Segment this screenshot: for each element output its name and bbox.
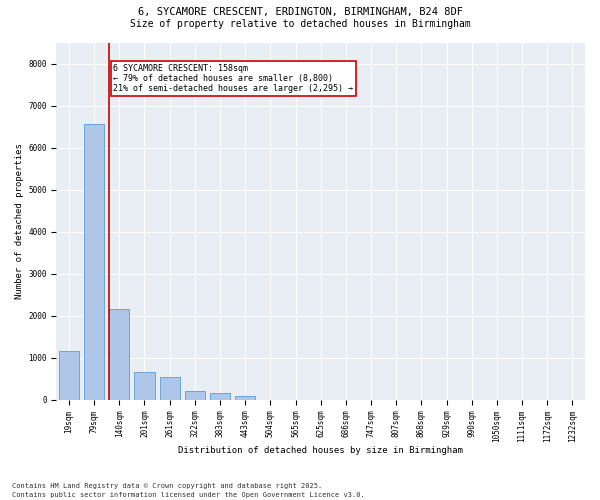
Bar — [210, 394, 230, 400]
Bar — [134, 372, 155, 400]
Text: Size of property relative to detached houses in Birmingham: Size of property relative to detached ho… — [130, 19, 470, 29]
Text: Contains public sector information licensed under the Open Government Licence v3: Contains public sector information licen… — [12, 492, 365, 498]
Y-axis label: Number of detached properties: Number of detached properties — [15, 143, 24, 299]
Bar — [160, 376, 180, 400]
X-axis label: Distribution of detached houses by size in Birmingham: Distribution of detached houses by size … — [178, 446, 463, 455]
Bar — [59, 352, 79, 400]
Bar — [235, 396, 255, 400]
Bar — [185, 392, 205, 400]
Bar — [109, 310, 130, 400]
Bar — [84, 124, 104, 400]
Text: 6 SYCAMORE CRESCENT: 158sqm
← 79% of detached houses are smaller (8,800)
21% of : 6 SYCAMORE CRESCENT: 158sqm ← 79% of det… — [113, 64, 353, 94]
Text: 6, SYCAMORE CRESCENT, ERDINGTON, BIRMINGHAM, B24 8DF: 6, SYCAMORE CRESCENT, ERDINGTON, BIRMING… — [137, 8, 463, 18]
Text: Contains HM Land Registry data © Crown copyright and database right 2025.: Contains HM Land Registry data © Crown c… — [12, 483, 322, 489]
